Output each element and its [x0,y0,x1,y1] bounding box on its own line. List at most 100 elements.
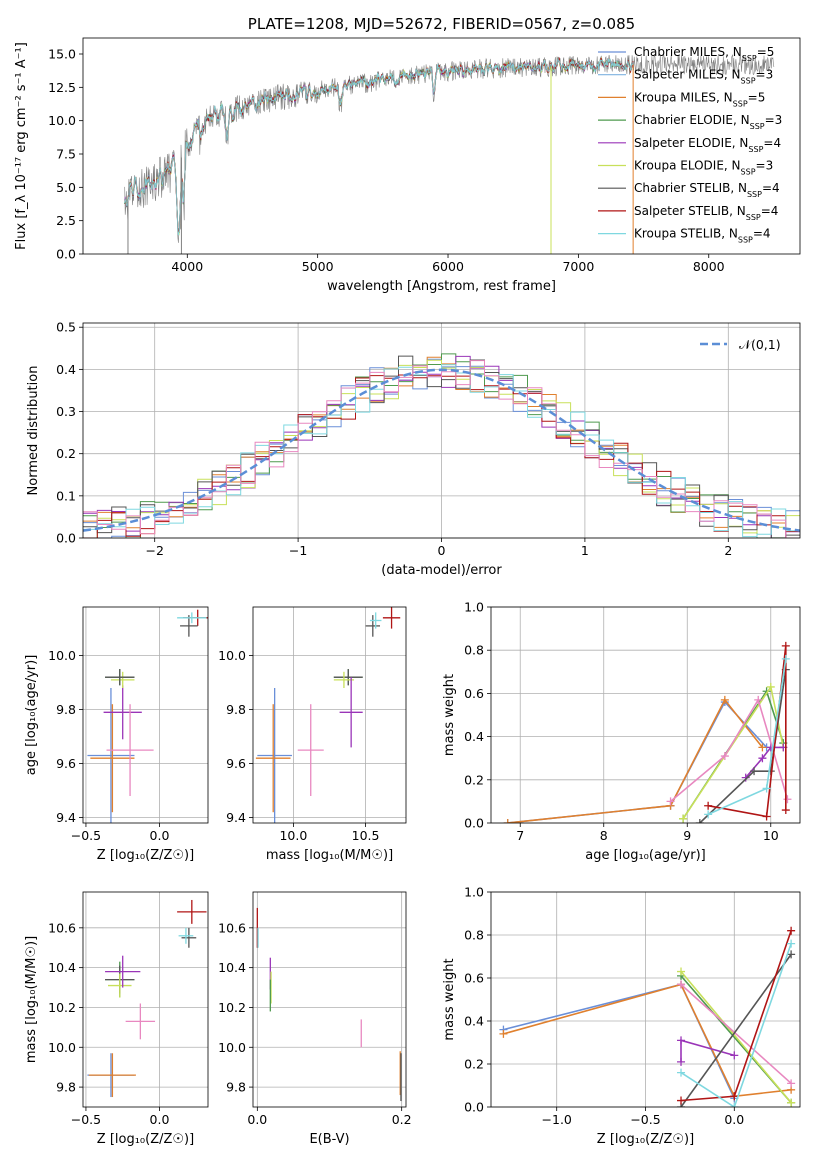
mass-weight-line [680,983,792,1084]
x-tick-label: 4000 [171,259,203,274]
mass-weight-marker [781,806,790,815]
x-tick-label: 7 [516,828,524,843]
y-tick-label: 0.6 [464,971,484,986]
legend-label: Salpeter ELODIE, NSSP=4 [634,136,781,154]
mass-weight-marker [787,1079,796,1088]
plot-area-5 [87,899,207,1098]
y-tick-label: 9.4 [56,810,76,825]
mass-weight-line [699,669,787,823]
legend-layer: Chabrier MILES, NSSP=5 Salpeter MILES, NS… [598,45,782,352]
mass-weight-marker [730,1092,739,1101]
mass-weight-marker [762,812,771,821]
mass-weight-marker [783,795,792,804]
plot-area-4 [503,641,792,823]
mass-weight-marker [704,810,713,819]
mass-weight-marker [720,752,729,761]
mass-weight-line [680,953,792,1107]
legend-label: Chabrier STELIB, NSSP=4 [634,181,780,199]
y-tick-label: 10.4 [218,960,246,975]
legend-subscript: SSP [741,76,756,85]
y-tick-label: 0.8 [464,928,484,943]
x-tick-label: −0.5 [71,828,101,843]
y-tick-label: 9.8 [56,1080,76,1095]
plot-area-1 [83,353,800,538]
x-tick-label: 0.0 [247,1112,267,1127]
legend-label: Kroupa MILES, NSSP=5 [634,90,765,108]
chart-title: PLATE=1208, MJD=52672, FIBERID=0567, z=0… [248,15,635,33]
plot-area-6 [256,907,402,1102]
y-tick-label: 0.4 [464,729,484,744]
y-tick-label: 0.6 [464,686,484,701]
y-tick-label: 9.8 [226,1080,246,1095]
legend-subscript: SSP [741,167,756,176]
x-tick-label: 10 [763,828,779,843]
x-tick-label: 10.0 [279,828,307,843]
plot-area-2 [87,609,208,823]
y-tick-label: 2.5 [56,213,76,228]
x-tick-label: 8 [600,828,608,843]
y-tick-label: 10.0 [48,113,76,128]
y-tick-label: 7.5 [56,147,76,162]
legend-label-rest: =3 [756,159,774,173]
legend-subscript: SSP [748,144,763,153]
legend-subscript: SSP [747,190,762,199]
legend-label: Kroupa ELODIE, NSSP=3 [634,159,773,177]
residual-histogram-step [83,359,800,538]
plot-area-0 [124,54,775,254]
mass-weight-marker [750,767,759,776]
mass-weight-marker [758,743,767,752]
x-tick-label: 8000 [693,259,725,274]
legend-label: Chabrier MILES, NSSP=5 [634,45,774,63]
x-tick-label: 6000 [432,259,464,274]
mass-weight-marker [766,682,775,691]
mass-weight-line [503,983,792,1098]
data-layer [83,54,800,1107]
mass-weight-marker [787,939,796,948]
residual-histogram-step [83,353,800,538]
mass-weight-marker [677,1068,686,1077]
y-tick-label: 0.1 [56,488,76,503]
y-axis-label: mass weight [442,674,457,756]
legend-label-rest: =4 [762,181,780,195]
legend-label-rest: =3 [765,113,783,127]
x-axis-label: age [log₁₀(age/yr)] [585,848,706,863]
mass-weight-line [707,645,787,818]
axes-frame [252,606,407,824]
x-tick-label: 7000 [562,259,594,274]
x-axis-label: Z [log₁₀(Z/Z☉)] [97,1132,194,1147]
y-tick-label: 5.0 [56,180,76,195]
mass-weight-line [680,930,792,1102]
axes-frame [82,37,801,255]
x-tick-label: −0.5 [71,1112,101,1127]
axes-frame [82,606,209,824]
x-tick-label: 0.0 [150,1112,170,1127]
mass-weight-marker [781,641,790,650]
x-tick-label: 0 [438,543,446,558]
mass-weight-line [680,970,792,1104]
legend-subscript: SSP [742,54,757,63]
y-tick-label: 0.0 [56,247,76,262]
legend-label-rest: =3 [756,68,774,82]
y-tick-label: 1.0 [464,600,484,615]
y-tick-label: 0.0 [464,1100,484,1115]
x-tick-label: −0.5 [630,1112,660,1127]
y-tick-label: 0.8 [464,643,484,658]
normal-curve-line [83,368,800,532]
mass-weight-marker [754,695,763,704]
y-tick-label: 0.2 [464,772,484,787]
residual-histogram-step [83,355,800,538]
x-tick-label: 0.2 [392,1112,412,1127]
legend-label-rest: =5 [748,90,766,104]
axes-frame [82,891,209,1108]
x-axis-label: Z [log₁₀(Z/Z☉)] [97,848,194,863]
legend-subscript: SSP [746,212,761,221]
legend-normal-label: 𝒩(0,1) [739,337,781,352]
y-axis-label: mass weight [442,958,457,1040]
y-tick-label: 15.0 [48,47,76,62]
mass-weight-marker [679,814,688,823]
mass-weight-marker [787,1098,796,1107]
axes-frame [490,891,801,1108]
legend-label: Salpeter STELIB, NSSP=4 [634,204,778,222]
y-tick-label: 0.5 [56,320,76,335]
x-tick-label: 10.5 [352,828,380,843]
